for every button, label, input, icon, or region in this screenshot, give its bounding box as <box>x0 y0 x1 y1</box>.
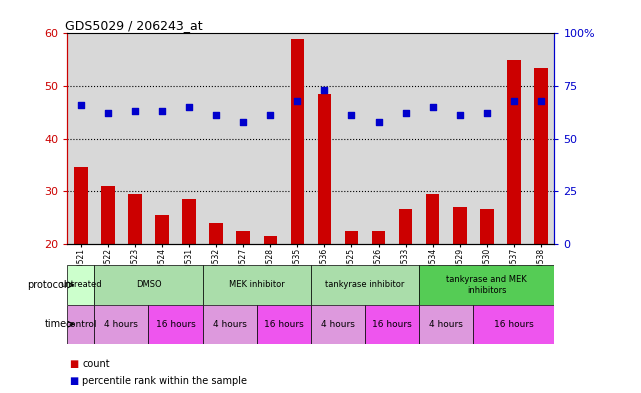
Point <box>509 97 519 104</box>
Bar <box>257 305 311 344</box>
Bar <box>426 194 440 244</box>
Bar <box>311 33 338 244</box>
Bar <box>365 33 392 244</box>
Point <box>481 110 492 116</box>
Text: 16 hours: 16 hours <box>264 320 304 329</box>
Bar <box>121 33 149 244</box>
Point <box>346 112 356 119</box>
Text: 16 hours: 16 hours <box>372 320 412 329</box>
Text: 4 hours: 4 hours <box>429 320 463 329</box>
Bar <box>419 305 473 344</box>
Bar <box>399 209 412 244</box>
Bar <box>149 305 203 344</box>
Bar <box>311 305 365 344</box>
Text: 4 hours: 4 hours <box>321 320 355 329</box>
Text: control: control <box>65 320 97 329</box>
Point <box>211 112 221 119</box>
Text: 16 hours: 16 hours <box>494 320 534 329</box>
Text: DMSO: DMSO <box>136 281 162 289</box>
Text: 4 hours: 4 hours <box>104 320 138 329</box>
Bar <box>473 305 554 344</box>
Point <box>130 108 140 114</box>
Bar <box>501 33 528 244</box>
Bar <box>311 265 419 305</box>
Point <box>454 112 465 119</box>
Bar <box>318 94 331 244</box>
Bar <box>67 33 94 244</box>
Text: protocol: protocol <box>27 280 67 290</box>
Bar <box>419 33 446 244</box>
Bar <box>182 199 196 244</box>
Point <box>319 87 329 93</box>
Bar <box>372 231 385 244</box>
Bar <box>534 68 547 244</box>
Text: percentile rank within the sample: percentile rank within the sample <box>82 376 247 386</box>
Bar <box>155 215 169 244</box>
Text: untreated: untreated <box>60 281 102 289</box>
Bar <box>67 265 94 305</box>
Bar <box>528 33 554 244</box>
Bar <box>392 33 419 244</box>
Point <box>238 119 248 125</box>
Text: ■: ■ <box>69 358 78 369</box>
Bar <box>203 265 311 305</box>
Bar <box>473 33 501 244</box>
Point <box>76 102 86 108</box>
Bar <box>203 33 229 244</box>
Bar <box>365 305 419 344</box>
Point <box>374 119 384 125</box>
Bar <box>507 60 520 244</box>
Bar <box>94 33 121 244</box>
Point <box>157 108 167 114</box>
Bar <box>128 194 142 244</box>
Bar <box>263 236 277 244</box>
Point <box>103 110 113 116</box>
Bar <box>345 231 358 244</box>
Bar <box>419 265 554 305</box>
Text: ■: ■ <box>69 376 78 386</box>
Bar <box>453 207 467 244</box>
Text: 16 hours: 16 hours <box>156 320 196 329</box>
Point <box>428 104 438 110</box>
Bar <box>74 167 88 244</box>
Text: tankyrase inhibitor: tankyrase inhibitor <box>326 281 404 289</box>
Bar <box>446 33 473 244</box>
Text: GDS5029 / 206243_at: GDS5029 / 206243_at <box>65 19 203 32</box>
Text: MEK inhibitor: MEK inhibitor <box>229 281 285 289</box>
Bar <box>149 33 176 244</box>
Bar <box>203 305 257 344</box>
Bar <box>290 39 304 244</box>
Bar <box>257 33 284 244</box>
Bar <box>94 305 149 344</box>
Bar <box>284 33 311 244</box>
Bar <box>229 33 257 244</box>
Bar <box>237 231 250 244</box>
Point <box>401 110 411 116</box>
Text: time: time <box>45 319 67 329</box>
Bar <box>338 33 365 244</box>
Bar <box>67 305 94 344</box>
Text: 4 hours: 4 hours <box>213 320 247 329</box>
Point <box>265 112 276 119</box>
Bar <box>176 33 203 244</box>
Point <box>184 104 194 110</box>
Bar <box>480 209 494 244</box>
Bar <box>210 222 223 244</box>
Point <box>292 97 303 104</box>
Bar <box>94 265 203 305</box>
Bar <box>101 186 115 244</box>
Text: tankyrase and MEK
inhibitors: tankyrase and MEK inhibitors <box>446 275 527 295</box>
Point <box>536 97 546 104</box>
Text: count: count <box>82 358 110 369</box>
